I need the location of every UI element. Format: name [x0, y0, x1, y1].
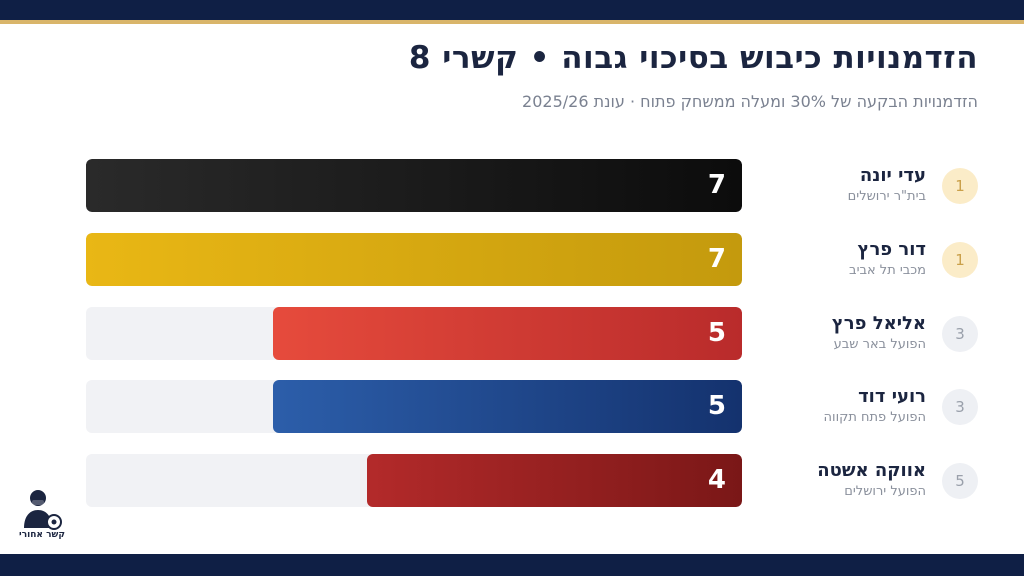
top-gold-accent — [0, 20, 1024, 24]
bar: 4 — [367, 454, 742, 507]
bar-track: 7 — [86, 159, 742, 212]
bar-value-label: 5 — [707, 391, 726, 422]
rank-badge: 3 — [942, 315, 978, 352]
player-name: אווקה אשטה — [817, 460, 926, 481]
chart-row: 5 רועי דוד הפועל פתח תקווה 3 — [0, 380, 1024, 434]
player-team: בית"ר ירושלים — [847, 189, 926, 204]
bar-value-label: 7 — [707, 170, 726, 200]
bar: 5 — [273, 306, 742, 360]
bar-track: 7 — [86, 232, 742, 286]
chart-title: הזדמנויות כיבוש בסיכוי גבוה • קשרי 8 — [408, 40, 978, 76]
chart-row: 4 אווקה אשטה הפועל ירושלים 5 — [0, 454, 1024, 508]
player-name: עדי יונה — [859, 165, 926, 186]
bar-value-label: 7 — [707, 243, 726, 274]
player-team: הפועל פתח תקווה — [823, 410, 926, 426]
bar: 5 — [273, 380, 742, 434]
player-name: אליאל פרץ — [831, 312, 926, 334]
rank-badge: 3 — [942, 389, 978, 426]
chart-subtitle: הזדמנויות הבקעה של 30% ומעלה ממשחק פתוח … — [522, 92, 978, 111]
rank-badge: 1 — [942, 241, 978, 278]
player-name: רועי דוד — [858, 386, 926, 408]
brand-logo-text: קשר אחורי — [19, 530, 65, 540]
brand-logo-icon — [24, 490, 62, 530]
chart-row: 5 אליאל פרץ הפועל באר שבע 3 — [0, 306, 1024, 361]
chart-row: 7 עדי יונה בית"ר ירושלים 1 — [0, 159, 1024, 213]
player-name: דור פרץ — [857, 238, 926, 260]
rank-badge: 5 — [942, 463, 978, 499]
bar-value-label: 5 — [707, 317, 726, 348]
top-navy-band — [0, 0, 1024, 20]
bar-track: 5 — [86, 306, 742, 360]
rank-badge: 1 — [942, 168, 978, 204]
player-team: הפועל באר שבע — [833, 336, 926, 352]
chart-row: 7 דור פרץ מכבי תל אביב 1 — [0, 232, 1024, 287]
bar-track: 4 — [86, 454, 742, 507]
bar-track: 5 — [86, 380, 742, 434]
bar: 7 — [86, 159, 742, 212]
player-team: הפועל ירושלים — [844, 484, 926, 499]
bar-value-label: 4 — [707, 465, 726, 495]
bar: 7 — [86, 232, 742, 286]
player-team: מכבי תל אביב — [849, 262, 926, 278]
bottom-navy-band — [0, 554, 1024, 576]
